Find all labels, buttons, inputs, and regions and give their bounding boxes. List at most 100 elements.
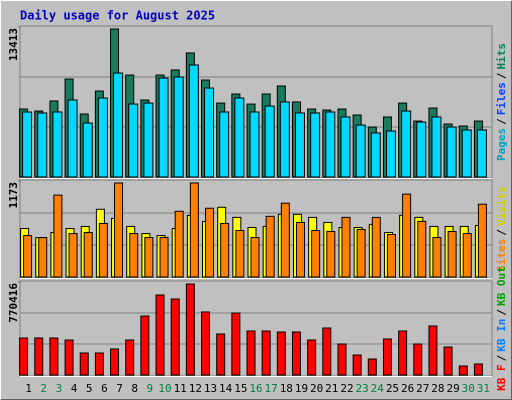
bar (325, 111, 336, 178)
bar (94, 352, 104, 376)
bar (205, 207, 215, 278)
x-tick-label: 23 (356, 382, 369, 395)
bar (174, 210, 184, 278)
bar (447, 230, 457, 278)
bar (129, 233, 139, 278)
bar (443, 346, 453, 376)
bar (401, 110, 412, 178)
bar (22, 111, 33, 178)
bar (461, 129, 472, 178)
x-tick-label: 27 (416, 382, 429, 395)
bar (53, 194, 63, 278)
bar (413, 343, 423, 376)
bar (216, 333, 226, 376)
bar (113, 72, 124, 178)
x-tick-label: 21 (325, 382, 338, 395)
x-tick-label: 29 (446, 382, 459, 395)
bar (385, 130, 396, 178)
x-tick-label: 31 (477, 382, 490, 395)
bar (159, 237, 169, 278)
x-tick-label: 20 (310, 382, 323, 395)
x-tick-label: 30 (462, 382, 475, 395)
legend: Sites / Visits (495, 186, 508, 272)
y-tick-label: 770416 (7, 283, 20, 323)
bar (114, 182, 124, 278)
bar (340, 116, 351, 178)
x-tick-label: 19 (295, 382, 308, 395)
legend-entry: Sites (495, 239, 508, 272)
bar (367, 358, 377, 376)
bar (416, 121, 427, 178)
bar (295, 221, 305, 278)
bar (49, 337, 59, 376)
bar (188, 64, 199, 178)
bar (97, 97, 108, 178)
x-tick-label: 5 (86, 382, 93, 395)
x-tick-label: 3 (56, 382, 63, 395)
bar (125, 339, 135, 376)
bar (67, 99, 78, 178)
bar (279, 101, 290, 178)
x-tick-label: 2 (40, 382, 47, 395)
x-tick-label: 7 (116, 382, 123, 395)
bar (79, 352, 89, 376)
x-tick-label: 16 (249, 382, 262, 395)
bar (307, 339, 317, 376)
bar (37, 112, 48, 178)
x-tick-label: 15 (234, 382, 247, 395)
bar (432, 237, 442, 278)
bar (201, 311, 211, 376)
bar (310, 112, 321, 178)
bar (34, 337, 44, 376)
bar (326, 230, 336, 278)
bar (280, 202, 290, 278)
bar (341, 216, 351, 278)
x-tick-label: 28 (431, 382, 444, 395)
bar (68, 233, 78, 278)
bar (291, 331, 301, 376)
x-tick-label: 6 (101, 382, 108, 395)
x-tick-label: 11 (174, 382, 187, 395)
bar (473, 363, 483, 376)
y-tick-label: 1173 (7, 182, 20, 209)
bar (370, 132, 381, 178)
legend-entry: Hits (495, 43, 508, 70)
x-tick-label: 4 (71, 382, 78, 395)
bar (265, 215, 275, 278)
bar (140, 315, 150, 376)
x-tick-label: 18 (280, 382, 293, 395)
bar (234, 97, 245, 178)
x-tick-label: 8 (131, 382, 138, 395)
bar (477, 203, 487, 278)
x-tick-label: 9 (147, 382, 154, 395)
x-tick-label: 24 (371, 382, 385, 395)
legend: Pages / Files / Hits (495, 43, 508, 161)
y-tick-label: 13413 (7, 28, 20, 61)
bar (204, 87, 215, 178)
x-tick-label: 10 (158, 382, 171, 395)
x-tick-label: 25 (386, 382, 399, 395)
bar (250, 237, 260, 278)
bar (170, 298, 180, 376)
x-tick-label: 17 (265, 382, 278, 395)
bar (23, 235, 33, 278)
bar (402, 193, 412, 278)
legend-entry: Visits (495, 186, 508, 226)
legend-entry: KB Out (495, 266, 508, 306)
bar (219, 111, 230, 178)
bar (352, 354, 362, 376)
bar (398, 330, 408, 376)
bar (19, 337, 29, 376)
bar (235, 230, 245, 278)
legend-separator: / (495, 309, 508, 316)
bar (371, 216, 381, 278)
bar (428, 325, 438, 376)
bar (158, 77, 169, 178)
bar (446, 126, 457, 178)
bar (462, 233, 472, 278)
bar (189, 182, 199, 278)
bar (143, 102, 154, 178)
